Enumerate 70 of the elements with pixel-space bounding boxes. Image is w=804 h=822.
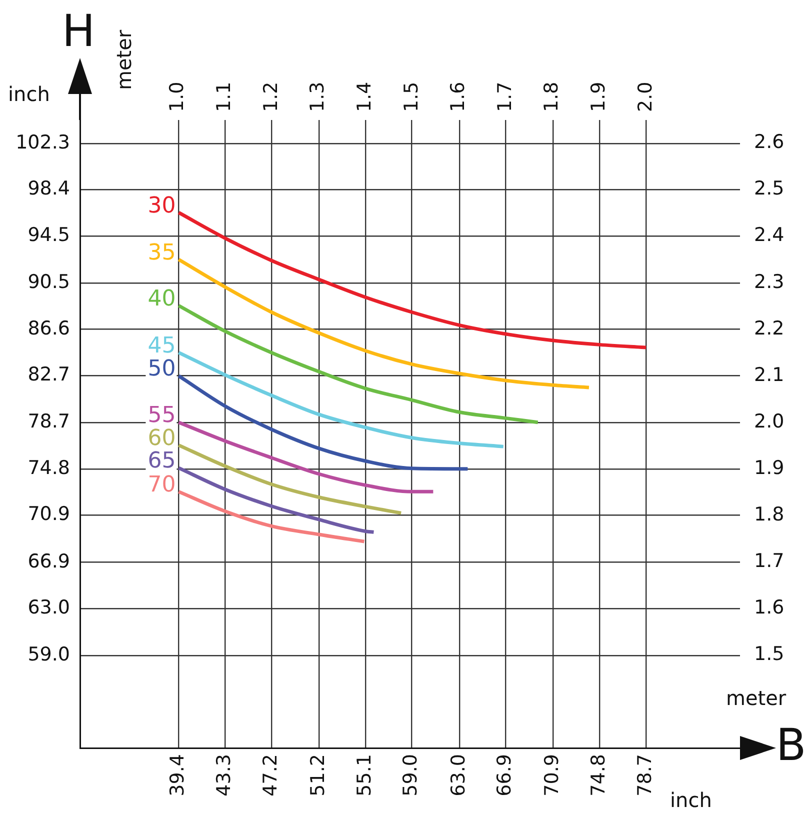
text: B	[776, 720, 804, 771]
series-label: 30	[148, 193, 176, 218]
y2-tick-label: 2.2	[754, 317, 784, 340]
y2-tick-label: 2.4	[754, 224, 784, 246]
x2-tick-label: 2.0	[634, 82, 656, 112]
line-series	[176, 350, 506, 448]
x-tick-label: 70.9	[541, 754, 564, 796]
y-tick-label: 86.6	[28, 317, 70, 340]
y-tick-label: 74.8	[28, 456, 70, 479]
y2-tick-label: 1.9	[754, 456, 784, 479]
y2-tick-label: 2.6	[754, 131, 784, 154]
y-axis-title: inch	[8, 82, 50, 106]
y2-tick-label: 1.5	[754, 642, 784, 665]
line-series	[176, 374, 470, 471]
x2-axis-title: meter	[112, 30, 136, 90]
line-series	[176, 420, 435, 494]
y-tick-label: 70.9	[28, 502, 70, 525]
series-label: 55	[148, 403, 176, 428]
y2-tick-label: 1.7	[754, 550, 784, 572]
y-tick-label: 66.9	[28, 550, 70, 572]
line-series	[176, 490, 366, 544]
y-tick-label: 98.4	[28, 178, 70, 200]
y-tick-label: 82.7	[28, 363, 70, 386]
y-tick-label: 63.0	[28, 596, 70, 618]
line-series	[176, 304, 540, 424]
x-tick-label: 74.8	[588, 754, 610, 796]
x2-tick-label: 1.6	[447, 82, 470, 112]
x-tick-label: 63.0	[447, 754, 470, 796]
x2-tick-label: 1.0	[166, 82, 188, 112]
series-label: 40	[148, 286, 176, 312]
y-tick-label: 90.5	[28, 271, 70, 294]
x-tick-label: 43.3	[213, 754, 236, 796]
y2-tick-label: 1.8	[754, 503, 784, 526]
text: H	[62, 6, 96, 57]
x-tick-label: 39.4	[166, 754, 189, 796]
y2-tick-label: 2.1	[754, 364, 784, 386]
y2-tick-label: 2.3	[754, 270, 784, 293]
line-series	[176, 443, 403, 515]
series-label: 50	[148, 356, 176, 382]
y-tick-label: 102.3	[16, 132, 70, 154]
y2-tick-label: 2.5	[754, 178, 784, 200]
x-tick-label: 66.9	[494, 754, 516, 796]
x2-tick-label: 1.9	[588, 82, 610, 112]
line-series	[176, 258, 591, 390]
x-tick-label: 59.0	[400, 754, 422, 796]
y2-tick-label: 2.0	[754, 410, 784, 432]
y-tick-label: 78.7	[28, 410, 70, 433]
x2-tick-label: 1.3	[306, 82, 329, 112]
series-label: 60	[148, 426, 176, 451]
x2-tick-label: 1.1	[213, 82, 236, 112]
series-label: 35	[148, 240, 176, 266]
y-tick-label: 59.0	[28, 644, 70, 666]
y2-tick-label: 1.6	[754, 596, 784, 618]
series-label: 65	[148, 448, 176, 474]
x2-tick-label: 1.8	[540, 82, 563, 112]
x-tick-label: 78.7	[634, 754, 656, 796]
x-tick-label: 55.1	[353, 754, 376, 796]
x-axis-title: inch	[670, 788, 712, 812]
x2-tick-label: 1.7	[494, 82, 516, 112]
line-series	[176, 466, 376, 534]
y-tick-label: 94.5	[28, 224, 70, 246]
x2-tick-label: 1.5	[400, 82, 422, 112]
x2-tick-label: 1.2	[260, 82, 282, 112]
x-tick-label: 47.2	[259, 754, 282, 796]
y2-axis-title: meter	[726, 686, 786, 710]
x-tick-label: 51.2	[306, 754, 329, 796]
series-label: 45	[148, 333, 176, 358]
line-series	[176, 210, 648, 350]
x2-tick-label: 1.4	[353, 82, 376, 112]
series-label: 70	[148, 472, 176, 498]
